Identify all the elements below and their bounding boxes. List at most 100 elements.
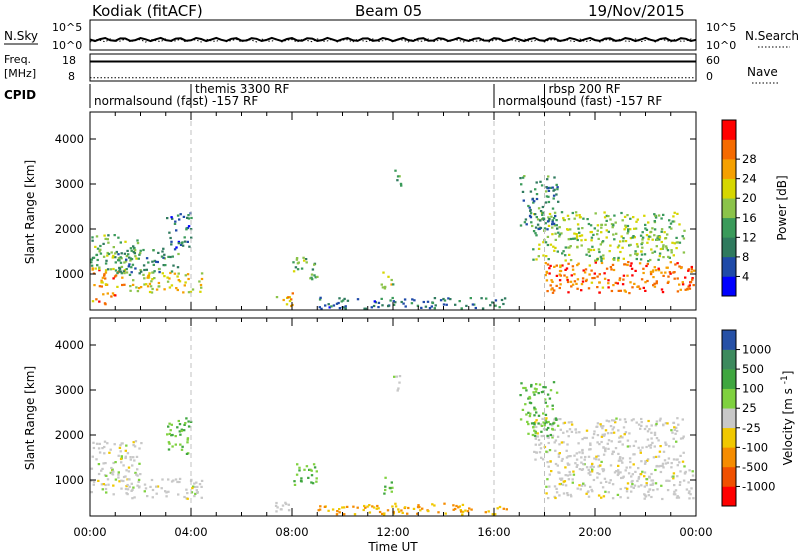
echo-cell [392, 511, 395, 514]
echo-cell [310, 273, 314, 276]
echo-cell [546, 405, 549, 408]
echo-cell [632, 453, 635, 456]
echo-cell [139, 269, 142, 272]
echo-cell [588, 264, 591, 267]
echo-cell [411, 298, 414, 301]
echo-cell [600, 496, 603, 499]
echo-cell [640, 460, 643, 463]
velocity-ylabel: Slant Range [km] [23, 366, 37, 470]
echo-region [519, 381, 560, 437]
echo-cell [626, 487, 629, 490]
echo-cell [592, 433, 596, 436]
echo-cell [313, 274, 316, 277]
echo-cell [163, 275, 166, 278]
echo-cell [97, 447, 101, 450]
echo-cell [537, 414, 541, 417]
echo-cell [558, 483, 561, 486]
noise-trace [89, 36, 697, 43]
echo-cell [175, 246, 178, 249]
echo-cell [618, 278, 621, 282]
echo-cell [97, 479, 100, 482]
echo-cell [519, 224, 523, 227]
echo-cell [534, 431, 537, 434]
echo-cell [658, 450, 662, 453]
echo-cell [580, 484, 584, 487]
echo-cell [650, 424, 653, 427]
echo-cell [154, 260, 158, 263]
echo-cell [678, 483, 682, 486]
echo-cell [569, 259, 573, 262]
echo-cell [556, 424, 560, 427]
echo-cell [312, 463, 316, 466]
echo-cell [567, 421, 571, 424]
echo-cell [553, 418, 556, 421]
echo-cell [573, 217, 576, 220]
echo-cell [135, 257, 138, 260]
echo-cell [693, 269, 696, 272]
echo-cell [540, 435, 543, 438]
echo-cell [596, 434, 600, 437]
echo-cell [169, 236, 172, 240]
echo-cell [105, 474, 108, 477]
echo-cell [598, 472, 601, 476]
echo-cell [674, 263, 677, 266]
echo-cell [282, 298, 285, 302]
echo-cell [657, 465, 661, 468]
echo-cell [629, 254, 632, 257]
echo-cell [311, 278, 314, 281]
echo-cell [560, 211, 564, 214]
echo-cell [627, 228, 630, 231]
echo-cell [377, 306, 380, 309]
echo-cell [598, 273, 601, 276]
echo-cell [527, 397, 530, 400]
echo-cell [468, 507, 471, 510]
echo-cell [647, 419, 650, 423]
echo-cell [191, 487, 194, 490]
echo-cell [528, 214, 532, 217]
echo-cell [534, 443, 537, 446]
echo-cell [124, 475, 127, 478]
echo-cell [407, 506, 410, 510]
echo-cell [594, 212, 597, 215]
echo-cell [146, 276, 149, 279]
echo-cell [186, 240, 189, 243]
echo-cell [104, 269, 108, 272]
echo-cell [131, 464, 134, 467]
echo-cell [397, 510, 401, 513]
echo-cell [581, 438, 584, 441]
echo-cell [640, 484, 643, 487]
x-tick-label: 00:00 [679, 525, 712, 539]
echo-cell [549, 423, 552, 426]
echo-cell [395, 375, 398, 378]
echo-cell [540, 456, 543, 459]
echo-cell [644, 227, 647, 230]
echo-cell [667, 255, 670, 258]
echo-cell [524, 386, 527, 390]
echo-cell [123, 283, 126, 286]
echo-cell [331, 508, 335, 511]
echo-cell [132, 444, 135, 447]
echo-cell [630, 262, 633, 265]
echo-cell [119, 256, 122, 259]
echo-cell [104, 462, 107, 465]
echo-cell [593, 430, 596, 433]
echo-cell [679, 454, 682, 457]
echo-cell [650, 437, 653, 440]
echo-cell [578, 468, 582, 471]
echo-cell [632, 463, 635, 466]
echo-cell [539, 442, 543, 445]
echo-cell [583, 458, 586, 461]
echo-cell [187, 225, 191, 228]
echo-cell [523, 175, 526, 178]
echo-cell [110, 295, 113, 298]
echo-cell [581, 448, 584, 452]
echo-cell [628, 445, 632, 448]
echo-cell [665, 479, 668, 482]
echo-cell [637, 476, 641, 479]
echo-cell [143, 268, 146, 272]
echo-cell [398, 381, 401, 384]
echo-cell [607, 491, 610, 494]
echo-cell [180, 428, 183, 431]
echo-cell [529, 208, 532, 212]
echo-cell [433, 297, 437, 300]
